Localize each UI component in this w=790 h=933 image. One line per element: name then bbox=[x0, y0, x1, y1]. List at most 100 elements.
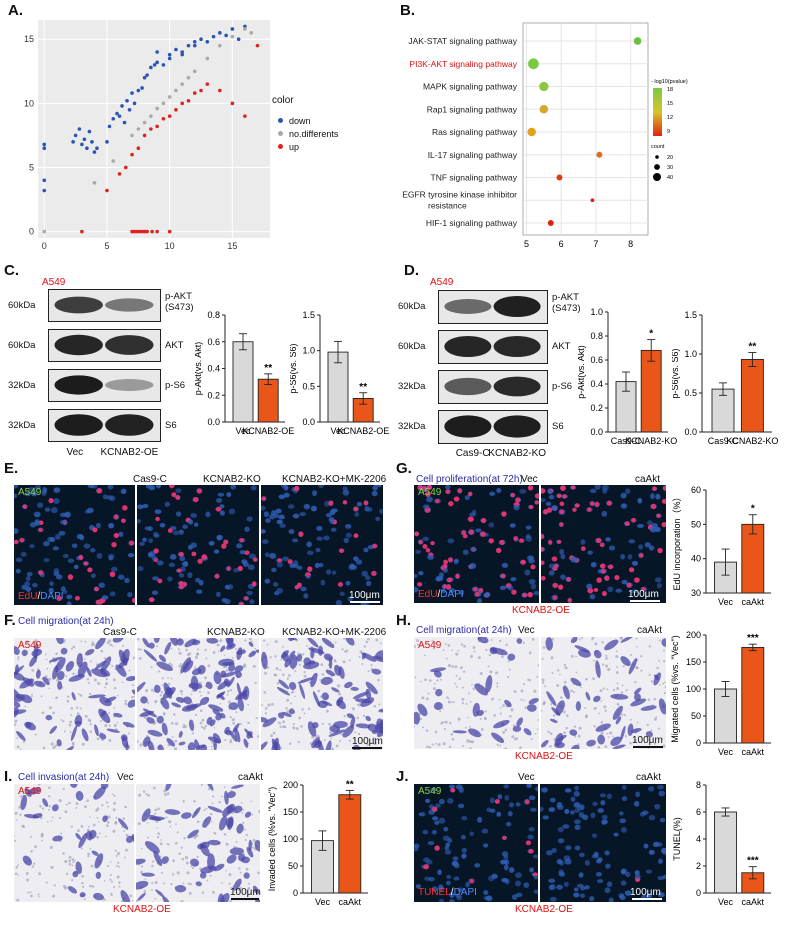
membrane-pore bbox=[36, 667, 39, 670]
nucleus-red bbox=[510, 493, 515, 498]
stained-cell bbox=[75, 861, 83, 875]
nucleus-dapi bbox=[548, 878, 556, 883]
nucleus-red bbox=[296, 582, 302, 588]
nucleus-dapi bbox=[355, 559, 363, 565]
panel-j-image-1 bbox=[414, 784, 538, 902]
panel-d-bar-chart-pakt-ytick-label: 0.0 bbox=[590, 427, 603, 437]
stained-cell bbox=[169, 638, 178, 646]
membrane-pore bbox=[74, 859, 76, 862]
nucleus-red bbox=[67, 574, 74, 580]
nucleus-red bbox=[502, 835, 507, 840]
membrane-pore bbox=[231, 656, 234, 659]
membrane-pore bbox=[331, 748, 335, 750]
membrane-pore bbox=[112, 829, 116, 833]
nucleus-dapi bbox=[631, 589, 638, 594]
membrane-pore bbox=[86, 799, 90, 803]
nucleus-dapi bbox=[548, 807, 556, 813]
membrane-pore bbox=[468, 740, 472, 744]
membrane-pore bbox=[173, 747, 178, 750]
nucleus-dapi bbox=[647, 520, 653, 526]
membrane-pore bbox=[89, 816, 92, 818]
nucleus-dapi bbox=[496, 811, 502, 817]
membrane-pore bbox=[321, 673, 325, 676]
membrane-pore bbox=[133, 695, 135, 698]
nucleus-dapi bbox=[51, 507, 58, 514]
stained-cell bbox=[142, 638, 150, 648]
nucleus-dapi bbox=[481, 828, 489, 834]
membrane-pore bbox=[600, 731, 604, 735]
nucleus-dapi bbox=[316, 536, 323, 541]
nucleus-dapi bbox=[618, 811, 624, 816]
panel-b-point bbox=[527, 127, 536, 137]
stained-cell bbox=[93, 892, 104, 901]
panel-a-point-down bbox=[140, 86, 144, 90]
membrane-pore bbox=[86, 677, 90, 681]
nucleus-dapi bbox=[33, 511, 41, 518]
nucleus-dapi bbox=[563, 881, 569, 887]
membrane-pore bbox=[131, 684, 135, 687]
membrane-pore bbox=[185, 648, 188, 652]
membrane-pore bbox=[226, 693, 229, 696]
panel-c-bar-chart-ps6-ytick-label: 1.5 bbox=[302, 310, 315, 320]
panel-c-kda-label: 32kDa bbox=[8, 379, 36, 391]
panel-c-blot-strip bbox=[48, 329, 161, 362]
nucleus-dapi bbox=[597, 857, 603, 862]
membrane-pore bbox=[520, 698, 523, 701]
nucleus-red bbox=[530, 564, 536, 570]
membrane-pore bbox=[640, 736, 643, 739]
membrane-pore bbox=[431, 743, 434, 746]
stained-cell bbox=[512, 725, 522, 732]
stained-cell bbox=[365, 715, 371, 722]
membrane-pore bbox=[146, 701, 150, 704]
nucleus-dapi bbox=[228, 508, 236, 515]
membrane-pore bbox=[151, 882, 154, 885]
nucleus-red bbox=[122, 505, 128, 511]
nucleus-dapi bbox=[216, 591, 221, 598]
membrane-pore bbox=[151, 864, 154, 868]
membrane-pore bbox=[109, 861, 112, 863]
membrane-pore bbox=[339, 740, 342, 742]
nucleus-dapi bbox=[117, 574, 125, 580]
membrane-pore bbox=[593, 725, 596, 728]
stained-cell bbox=[299, 683, 306, 700]
membrane-pore bbox=[485, 649, 488, 652]
stained-cell bbox=[254, 839, 260, 852]
nucleus-dapi bbox=[55, 533, 61, 540]
panel-c-kda-label: 32kDa bbox=[8, 419, 36, 431]
stained-cell bbox=[233, 878, 242, 891]
stained-cell bbox=[593, 649, 602, 659]
stained-cell bbox=[262, 717, 277, 728]
nucleus-dapi bbox=[315, 547, 321, 553]
membrane-pore bbox=[229, 738, 232, 741]
membrane-pore bbox=[81, 742, 85, 746]
nucleus-dapi bbox=[455, 784, 463, 790]
stained-cell bbox=[593, 695, 601, 703]
membrane-pore bbox=[65, 675, 68, 678]
nucleus-red bbox=[604, 575, 610, 581]
membrane-pore bbox=[55, 652, 58, 656]
membrane-pore bbox=[580, 686, 582, 689]
membrane-pore bbox=[250, 800, 253, 803]
membrane-pore bbox=[366, 743, 369, 746]
panel-c-protein-label: p-AKT (S473) bbox=[165, 291, 194, 313]
nucleus-red bbox=[113, 514, 119, 520]
nucleus-red bbox=[600, 563, 606, 569]
membrane-pore bbox=[97, 821, 100, 823]
nucleus-dapi bbox=[529, 867, 534, 873]
panel-h-bar-chart-category-label: Vec bbox=[718, 747, 734, 757]
membrane-pore bbox=[209, 874, 212, 877]
membrane-pore bbox=[465, 702, 468, 705]
stained-cell bbox=[222, 662, 235, 666]
membrane-pore bbox=[49, 845, 53, 849]
nucleus-red bbox=[601, 591, 607, 597]
panel-a-point-up bbox=[186, 98, 191, 103]
stained-cell bbox=[541, 740, 549, 748]
stained-cell bbox=[630, 698, 646, 707]
stained-cell bbox=[282, 652, 290, 662]
panel-c-bar-chart-pakt-ylabel: p-Akt(vs. Akt) bbox=[195, 342, 203, 396]
nucleus-red bbox=[571, 485, 576, 490]
panel-a-point-up bbox=[205, 82, 210, 86]
panel-j-stain-red: TUNEL bbox=[418, 887, 451, 898]
nucleus-dapi bbox=[438, 898, 445, 902]
nucleus-dapi bbox=[565, 845, 572, 851]
